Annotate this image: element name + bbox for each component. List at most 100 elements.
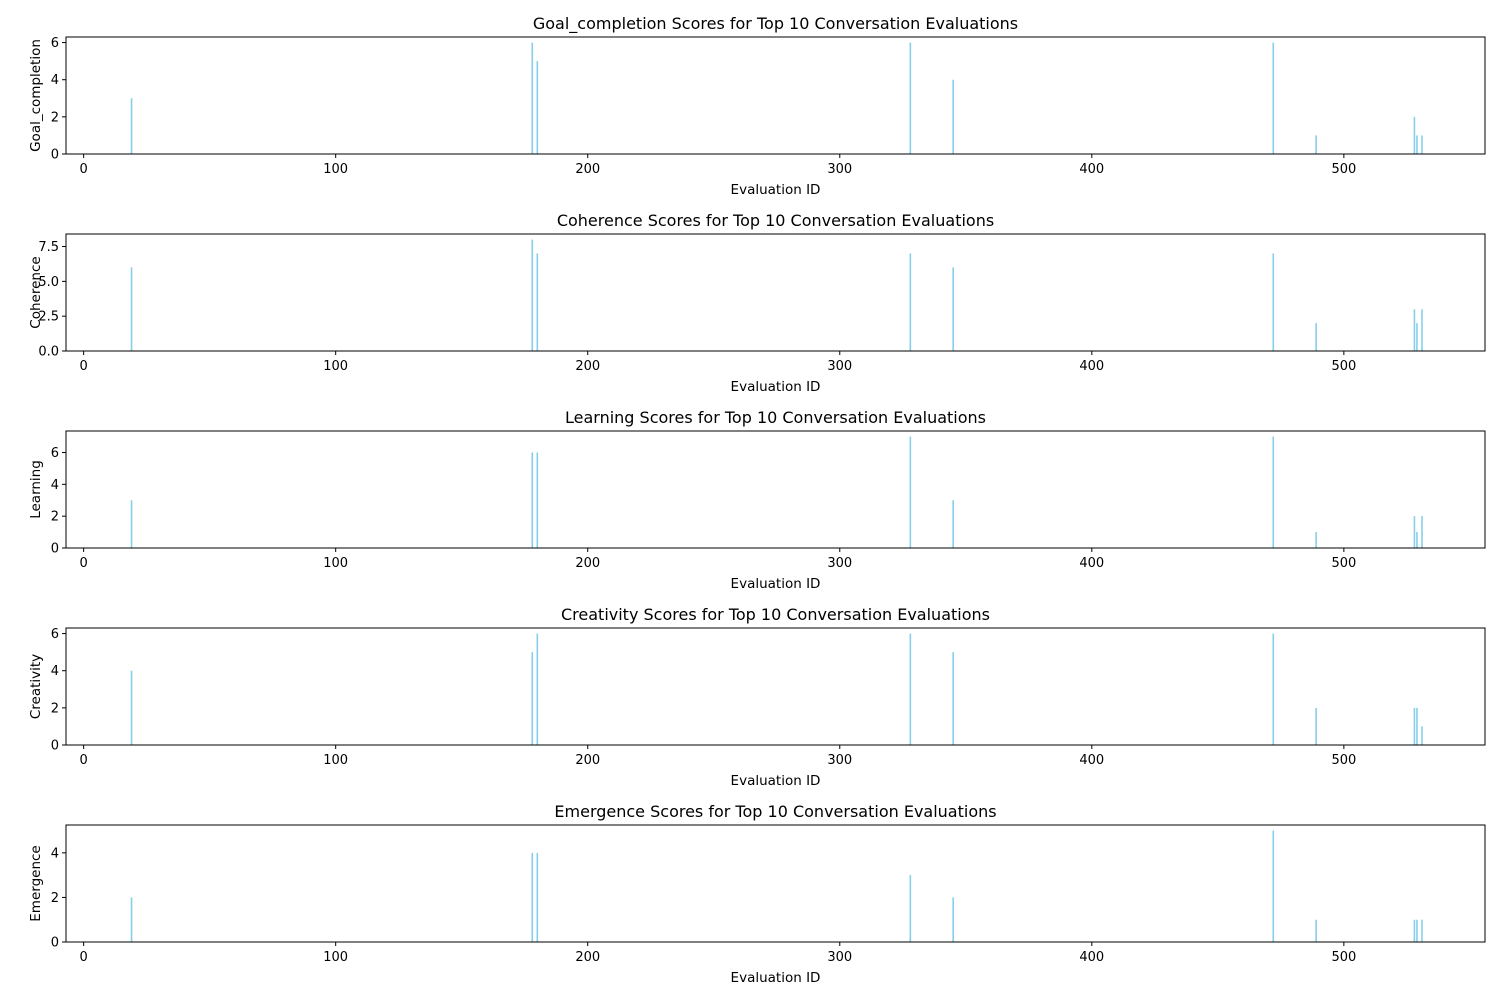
y-tick-label: 4	[51, 664, 59, 679]
bar-345	[952, 79, 954, 154]
y-axis-label: Learning	[28, 460, 44, 519]
bar-345	[952, 897, 954, 942]
bar-178	[531, 239, 534, 351]
bar-489	[1315, 135, 1317, 154]
bar-328	[909, 42, 912, 154]
bar-328	[909, 875, 912, 942]
bar-178	[531, 42, 534, 154]
x-tick-label: 0	[80, 162, 88, 177]
bar-328	[909, 633, 912, 745]
bar-529	[1416, 532, 1418, 548]
y-tick-label: 6	[51, 36, 59, 51]
x-tick-label: 200	[575, 950, 600, 965]
y-tick-label: 2	[51, 110, 59, 125]
y-tick-label: 2	[51, 891, 59, 906]
x-tick-label: 400	[1079, 950, 1104, 965]
bar-180	[536, 852, 539, 942]
y-tick-label: 0	[51, 148, 59, 163]
subplot-3: 0 100 200 300 400 500 0 2 4 6 Learning Scores for …	[28, 408, 1486, 592]
bar-528	[1413, 516, 1416, 548]
bar-178	[531, 652, 534, 745]
bar-19	[130, 267, 133, 351]
bar-489	[1315, 707, 1317, 745]
y-tick-label: 4	[51, 846, 59, 861]
y-tick-label: 6	[51, 446, 59, 461]
x-tick-label: 300	[827, 162, 852, 177]
bar-345	[952, 500, 954, 548]
x-axis-label: Evaluation ID	[731, 182, 821, 198]
x-tick-label: 400	[1079, 753, 1104, 768]
y-tick-label: 2	[51, 510, 59, 525]
bar-489	[1315, 919, 1317, 942]
x-tick-label: 0	[80, 753, 88, 768]
bar-489	[1315, 323, 1317, 351]
bar-529	[1416, 707, 1418, 745]
y-tick-label: 5.0	[38, 275, 59, 290]
x-axis-label: Evaluation ID	[731, 379, 821, 395]
axes-frame	[65, 627, 1486, 746]
x-tick-label: 300	[827, 359, 852, 374]
subplot-title: Creativity Scores for Top 10 Conversatio…	[561, 605, 990, 624]
x-tick-label: 100	[323, 753, 348, 768]
bar-528	[1413, 707, 1416, 745]
subplot-1: 0 100 200 300 400 500 0 2 4 6 Goal_completion Scor…	[28, 14, 1486, 198]
bar-19	[130, 98, 133, 154]
bar-489	[1315, 532, 1317, 548]
bar-180	[536, 452, 539, 548]
subplot-title: Learning Scores for Top 10 Conversation …	[565, 408, 986, 427]
bar-180	[536, 633, 539, 745]
y-tick-label: 2.5	[38, 310, 59, 325]
y-tick-label: 2	[51, 701, 59, 716]
x-tick-label: 200	[575, 753, 600, 768]
x-tick-label: 400	[1079, 359, 1104, 374]
subplot-title: Goal_completion Scores for Top 10 Conver…	[533, 14, 1018, 34]
x-tick-label: 400	[1079, 556, 1104, 571]
bar-328	[909, 436, 912, 548]
bar-472	[1272, 42, 1275, 154]
y-tick-label: 4	[51, 73, 59, 88]
bar-531	[1421, 135, 1423, 154]
bar-529	[1416, 323, 1418, 351]
x-tick-label: 300	[827, 753, 852, 768]
x-tick-label: 500	[1331, 950, 1356, 965]
y-tick-label: 7.5	[38, 240, 59, 255]
bar-529	[1416, 135, 1418, 154]
x-tick-label: 100	[323, 162, 348, 177]
bar-178	[531, 852, 534, 942]
bar-180	[536, 253, 539, 351]
bar-19	[130, 500, 133, 548]
y-axis-label: Goal_completion	[28, 39, 44, 152]
x-tick-label: 100	[323, 556, 348, 571]
bar-328	[909, 253, 912, 351]
x-tick-label: 500	[1331, 359, 1356, 374]
bar-472	[1272, 633, 1275, 745]
bar-531	[1421, 726, 1423, 745]
bar-528	[1413, 309, 1416, 351]
x-axis-label: Evaluation ID	[731, 576, 821, 592]
bar-531	[1421, 516, 1423, 548]
bar-19	[130, 670, 133, 745]
subplot-2: 0 100 200 300 400 500 0.0 2.5 5.0 7.5 Coherence Sc…	[28, 211, 1486, 395]
x-tick-label: 100	[323, 950, 348, 965]
y-axis-label: Coherence	[28, 256, 44, 328]
axes-frame	[65, 430, 1486, 549]
bar-472	[1272, 830, 1275, 942]
y-axis-label: Creativity	[28, 654, 44, 719]
x-tick-label: 300	[827, 556, 852, 571]
subplot-5: 0 100 200 300 400 500 0 2 4 Emergence Scores for …	[28, 802, 1486, 986]
bar-528	[1413, 116, 1416, 154]
subplot-title: Emergence Scores for Top 10 Conversation…	[554, 802, 996, 821]
y-tick-label: 4	[51, 478, 59, 493]
y-tick-label: 0.0	[38, 345, 59, 360]
axes-frame	[65, 824, 1486, 943]
bar-472	[1272, 436, 1275, 548]
x-tick-label: 200	[575, 162, 600, 177]
y-tick-label: 6	[51, 627, 59, 642]
x-tick-label: 500	[1331, 753, 1356, 768]
bar-528	[1413, 919, 1416, 942]
x-tick-label: 500	[1331, 162, 1356, 177]
x-tick-label: 0	[80, 359, 88, 374]
bar-178	[531, 452, 534, 548]
bar-180	[536, 61, 539, 154]
